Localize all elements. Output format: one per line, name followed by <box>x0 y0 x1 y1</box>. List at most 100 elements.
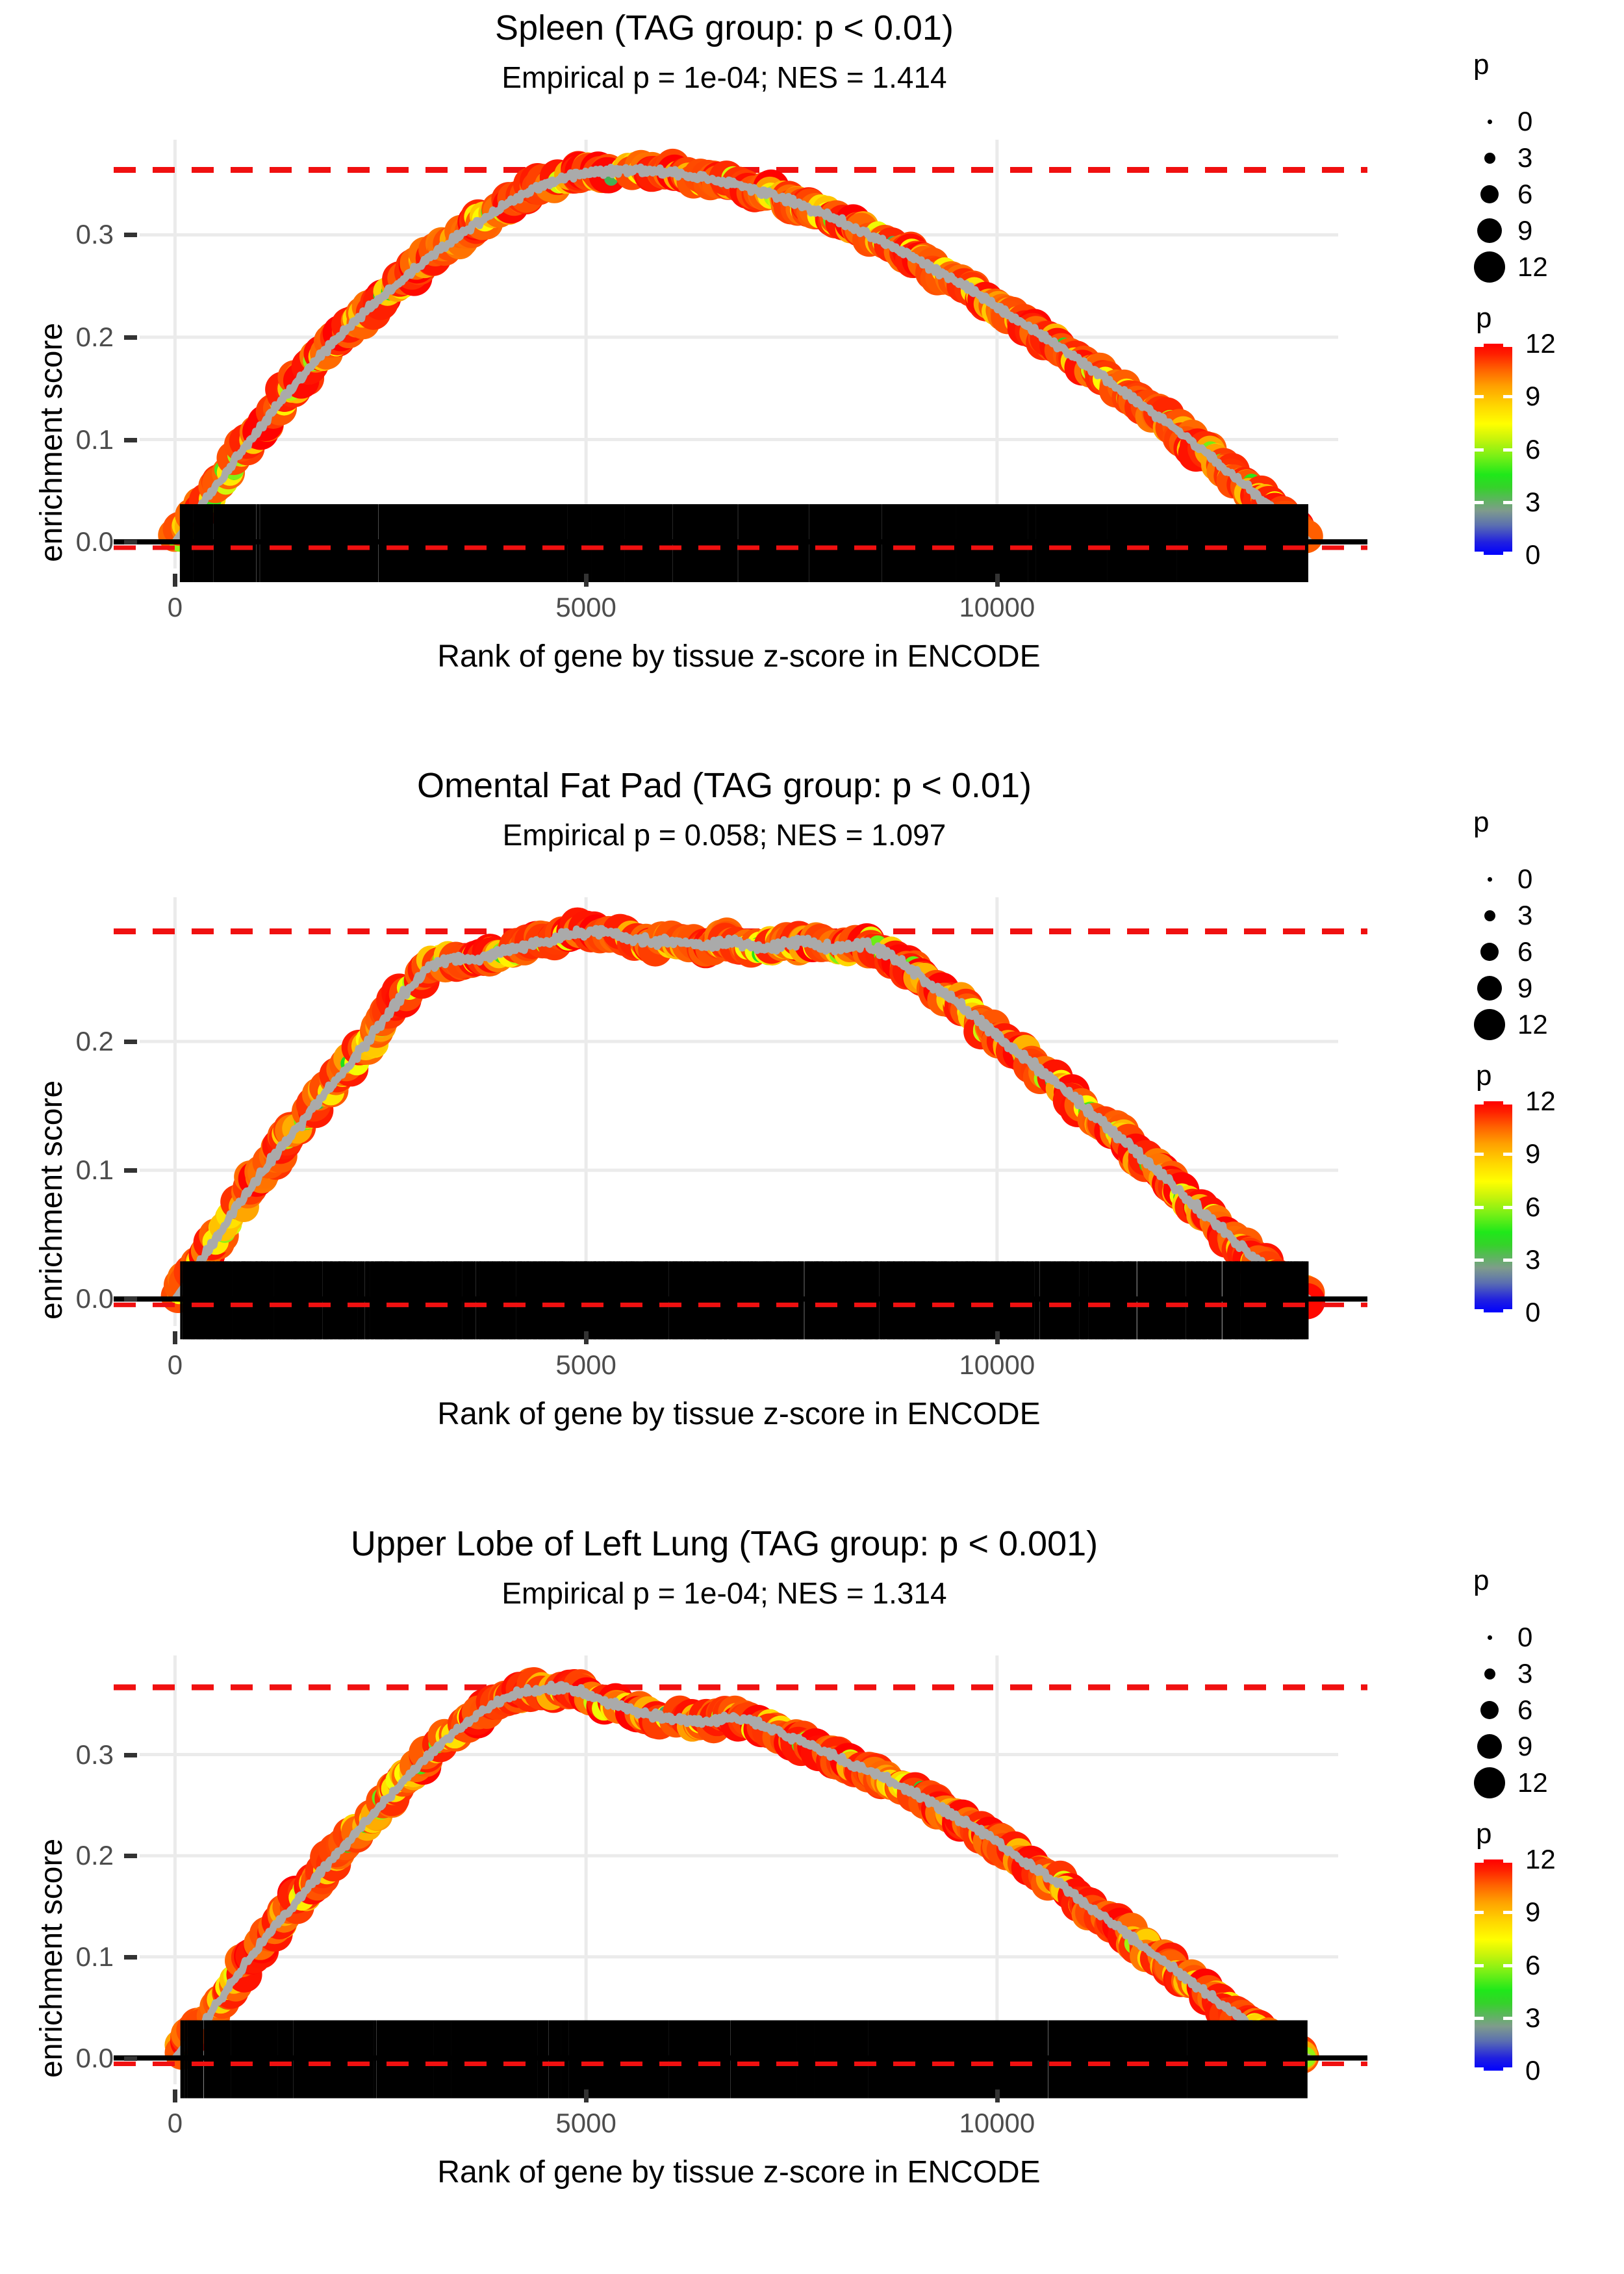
color-legend: p 12 9 6 3 0 <box>1469 1818 1599 2086</box>
x-axis-tick-label: 0 <box>167 592 183 622</box>
color-legend-tick-mark <box>1503 448 1512 452</box>
panel-title: Upper Lobe of Left Lung (TAG group: p < … <box>350 1524 1098 1563</box>
color-legend-tick-mark <box>1503 1101 1512 1105</box>
size-legend-dot-icon <box>1477 976 1502 1001</box>
color-legend-tick-label: 3 <box>1525 1244 1541 1275</box>
size-legend-dot-cell <box>1462 152 1517 164</box>
color-legend-tick-mark <box>1475 500 1484 504</box>
size-legend-dot-cell <box>1462 119 1517 124</box>
size-legend-entry: 12 <box>1462 1006 1548 1043</box>
size-legend-dot-icon <box>1477 218 1502 243</box>
color-legend-tick-label: 9 <box>1525 381 1541 412</box>
color-legend-tick-label: 3 <box>1525 2002 1541 2033</box>
size-legend-entry: 9 <box>1462 970 1548 1006</box>
enrichment-point-cloud <box>164 1667 1319 2074</box>
color-legend-tick-label: 6 <box>1525 1949 1541 1980</box>
color-legend-tick-mark <box>1475 395 1484 399</box>
x-axis-tick <box>584 1331 589 1344</box>
running-enrichment-score-line <box>171 163 1312 544</box>
y-axis-tick <box>124 1954 137 1960</box>
color-legend-tick-label: 0 <box>1525 2055 1541 2086</box>
color-legend-tick-mark <box>1475 2016 1484 2020</box>
y-axis-title: enrichment score <box>34 1080 69 1320</box>
color-legend-tick-label: 9 <box>1525 1138 1541 1169</box>
size-legend-label: 9 <box>1517 215 1533 246</box>
x-axis-title: Rank of gene by tissue z-score in ENCODE <box>437 639 1041 674</box>
size-legend-dot-icon <box>1474 251 1505 283</box>
color-legend-tick-label: 3 <box>1525 486 1541 517</box>
color-legend-tick-mark <box>1475 344 1484 347</box>
size-legend-title: p <box>1473 806 1490 838</box>
size-legend-entry: 6 <box>1462 1692 1548 1728</box>
y-axis-tick-label: 0.2 <box>75 322 114 352</box>
running-enrichment-score-line <box>172 1680 1312 2062</box>
size-legend-label: 12 <box>1517 1767 1548 1798</box>
panel-subtitle: Empirical p = 0.058; NES = 1.097 <box>502 818 946 852</box>
panel-title: Spleen (TAG group: p < 0.01) <box>495 8 954 47</box>
y-axis-tick <box>124 540 137 545</box>
size-legend-dot-cell <box>1462 185 1517 203</box>
size-legend-label: 12 <box>1517 251 1548 282</box>
size-legend-entry: 3 <box>1462 897 1548 934</box>
y-axis-tick <box>124 437 137 442</box>
color-legend-bar-box: 12 9 6 3 0 <box>1469 1086 1599 1327</box>
x-axis-tick <box>995 1331 1000 1344</box>
color-legend-title: p <box>1476 1060 1492 1092</box>
size-legend-label: 0 <box>1517 863 1533 894</box>
color-legend-tick-mark <box>1503 395 1512 399</box>
panel-title: Omental Fat Pad (TAG group: p < 0.01) <box>417 766 1032 805</box>
size-legend-title: p <box>1473 49 1490 81</box>
y-axis-tick <box>124 1039 137 1044</box>
size-legend-entry: 12 <box>1462 1765 1548 1801</box>
size-legend-dot-cell <box>1462 1668 1517 1680</box>
y-axis-tick-label: 0.2 <box>75 1840 114 1871</box>
color-legend-tick-mark <box>1503 1859 1512 1863</box>
x-axis-tick-label: 5000 <box>555 592 616 622</box>
enrichment-panel: Spleen (TAG group: p < 0.01) Empirical p … <box>0 0 1624 758</box>
size-legend-entry: 6 <box>1462 934 1548 970</box>
y-axis-title: enrichment score <box>34 1838 69 2078</box>
x-axis-tick <box>584 2089 589 2102</box>
x-axis-tick <box>173 1331 178 1344</box>
size-legend-label: 6 <box>1517 179 1533 209</box>
size-legend-dot-icon <box>1487 1635 1492 1640</box>
size-legend-dot-cell <box>1462 943 1517 961</box>
size-legend-dot-cell <box>1462 910 1517 921</box>
plot-canvas <box>114 1655 1367 2099</box>
y-axis-tick <box>124 233 137 238</box>
y-axis-tick <box>124 1854 137 1859</box>
y-axis-tick-label: 0.0 <box>75 1283 114 1314</box>
size-legend-entry: 0 <box>1462 103 1548 140</box>
color-legend-tick-mark <box>1475 1859 1484 1863</box>
size-legend-dot-icon <box>1484 1668 1495 1680</box>
color-legend-tick-mark <box>1475 2067 1484 2071</box>
size-legend-label: 6 <box>1517 936 1533 967</box>
y-axis-tick-label: 0.1 <box>75 424 114 455</box>
enrichment-point-cloud <box>158 148 1323 554</box>
y-axis-tick-label: 0.3 <box>75 219 114 250</box>
x-axis-tick <box>995 2089 1000 2102</box>
x-axis-tick-label: 10000 <box>959 592 1035 622</box>
size-legend-dot-icon <box>1480 1701 1499 1719</box>
x-axis-tick-label: 10000 <box>959 1349 1035 1380</box>
color-legend: p 12 9 6 3 0 <box>1469 302 1599 570</box>
size-legend-label: 3 <box>1517 142 1533 173</box>
y-axis-tick-label: 0.1 <box>75 1155 114 1186</box>
color-legend: p 12 9 6 3 0 <box>1469 1060 1599 1327</box>
color-legend-tick-mark <box>1503 1258 1512 1262</box>
color-legend-tick-mark <box>1475 1153 1484 1156</box>
plot-canvas <box>114 897 1367 1340</box>
y-axis-tick-label: 0.1 <box>75 1941 114 1972</box>
color-legend-tick-mark <box>1503 552 1512 555</box>
size-legend-entry: 9 <box>1462 212 1548 249</box>
panel-subtitle: Empirical p = 1e-04; NES = 1.414 <box>501 60 947 94</box>
size-legend-entry: 0 <box>1462 861 1548 897</box>
enrichment-panel: Omental Fat Pad (TAG group: p < 0.01) Emp… <box>0 758 1624 1515</box>
size-legend-dot-cell <box>1462 1767 1517 1798</box>
y-axis-tick-label: 0.0 <box>75 526 114 557</box>
size-legend-dot-icon <box>1477 1734 1502 1759</box>
size-legend-label: 0 <box>1517 1622 1533 1652</box>
size-legend-dot-cell <box>1462 1734 1517 1759</box>
size-legend-dot-cell <box>1462 1635 1517 1640</box>
